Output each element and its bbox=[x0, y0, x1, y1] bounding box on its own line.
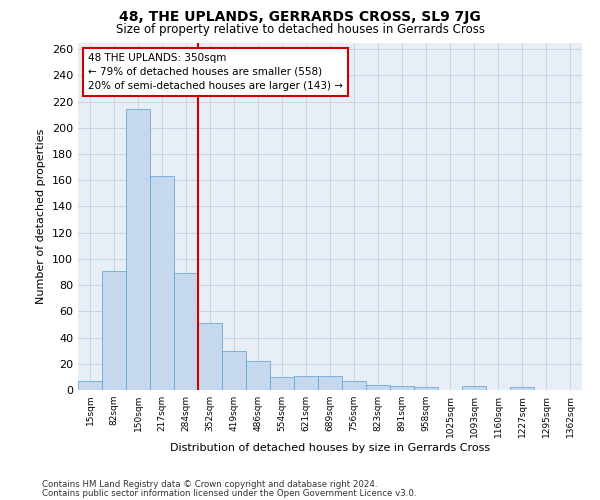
Bar bbox=[126, 110, 150, 390]
Bar bbox=[366, 385, 390, 390]
Text: Size of property relative to detached houses in Gerrards Cross: Size of property relative to detached ho… bbox=[115, 22, 485, 36]
Bar bbox=[198, 323, 222, 390]
Bar bbox=[414, 388, 438, 390]
Bar bbox=[270, 377, 294, 390]
Bar bbox=[246, 361, 270, 390]
Text: 48, THE UPLANDS, GERRARDS CROSS, SL9 7JG: 48, THE UPLANDS, GERRARDS CROSS, SL9 7JG bbox=[119, 10, 481, 24]
X-axis label: Distribution of detached houses by size in Gerrards Cross: Distribution of detached houses by size … bbox=[170, 442, 490, 452]
Text: 48 THE UPLANDS: 350sqm
← 79% of detached houses are smaller (558)
20% of semi-de: 48 THE UPLANDS: 350sqm ← 79% of detached… bbox=[88, 53, 343, 91]
Bar bbox=[342, 381, 366, 390]
Bar bbox=[222, 350, 246, 390]
Bar bbox=[174, 274, 198, 390]
Bar bbox=[318, 376, 342, 390]
Bar bbox=[78, 381, 102, 390]
Bar bbox=[294, 376, 318, 390]
Y-axis label: Number of detached properties: Number of detached properties bbox=[37, 128, 46, 304]
Bar bbox=[102, 270, 126, 390]
Bar bbox=[510, 388, 534, 390]
Bar bbox=[150, 176, 174, 390]
Bar bbox=[390, 386, 414, 390]
Text: Contains public sector information licensed under the Open Government Licence v3: Contains public sector information licen… bbox=[42, 488, 416, 498]
Bar bbox=[462, 386, 486, 390]
Text: Contains HM Land Registry data © Crown copyright and database right 2024.: Contains HM Land Registry data © Crown c… bbox=[42, 480, 377, 489]
